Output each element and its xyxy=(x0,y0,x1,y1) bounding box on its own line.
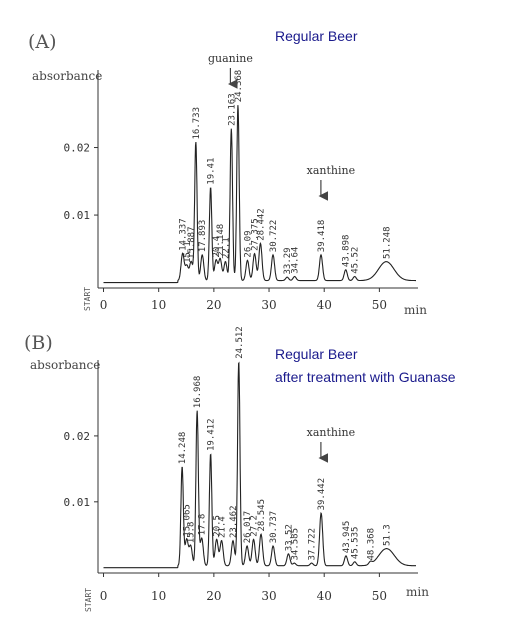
peak-label: 51.3 xyxy=(383,524,393,546)
annotation-label: xanthine xyxy=(307,426,355,439)
peak-label: 48.368 xyxy=(366,528,376,561)
start-label: START xyxy=(83,287,92,311)
x-tick-label: 40 xyxy=(317,589,332,603)
y-tick-label: 0.01 xyxy=(64,209,91,222)
x-tick-label: 0 xyxy=(100,298,108,312)
panel-label: (A) xyxy=(28,31,57,53)
start-label: START xyxy=(84,588,93,612)
peak-label: 24.368 xyxy=(234,70,244,103)
peak-label: 16.733 xyxy=(192,107,202,140)
peak-label: 23.163 xyxy=(227,93,237,126)
peak-label: 39.442 xyxy=(317,478,327,511)
y-tick-label: 0.01 xyxy=(64,496,91,509)
x-tick-label: 10 xyxy=(151,589,166,603)
peak-label: 39.418 xyxy=(317,220,327,253)
peak-label: 30.737 xyxy=(269,511,279,544)
chromatogram-panel-a: (A) Regular Beer absorbance min START 0.… xyxy=(28,28,427,317)
annotation-label: xanthine xyxy=(307,164,355,177)
chromatogram-trace xyxy=(103,105,416,284)
peak-label: 20.5 xyxy=(213,515,223,537)
peak-label: 27.2 xyxy=(250,515,260,537)
peak-label: 14.337 xyxy=(179,218,189,251)
peak-label: 45.535 xyxy=(351,527,361,560)
peak-label: 37.722 xyxy=(308,528,318,561)
peak-label: 19.41 xyxy=(207,158,217,185)
x-tick-label: 50 xyxy=(372,298,387,312)
x-axis-label: min xyxy=(404,303,427,317)
y-axis-label: absorbance xyxy=(30,358,100,372)
x-tick-label: 10 xyxy=(151,298,166,312)
peak-label: 33.29 xyxy=(283,247,293,274)
x-tick-label: 20 xyxy=(206,589,221,603)
peak-label: 16.968 xyxy=(193,376,203,409)
peak-label: 17.893 xyxy=(198,220,208,253)
peak-label: 15.8 xyxy=(187,522,197,544)
x-tick-label: 50 xyxy=(372,589,387,603)
peak-label: 51.248 xyxy=(382,226,392,259)
annotation-label: guanine xyxy=(208,52,253,65)
peak-label: 30.722 xyxy=(269,220,279,253)
peak-label: 23.462 xyxy=(229,505,239,538)
peak-label: 21.4 xyxy=(218,516,228,538)
x-tick-label: 20 xyxy=(206,298,221,312)
x-tick-label: 30 xyxy=(261,589,276,603)
peak-label: 26.09 xyxy=(244,231,254,258)
x-tick-label: 40 xyxy=(317,298,332,312)
y-axis-label: absorbance xyxy=(32,69,102,83)
peak-label: 20.4 xyxy=(212,236,222,258)
panel-label: (B) xyxy=(24,332,53,354)
peak-label: 21.148 xyxy=(216,224,226,257)
peak-label: 28.545 xyxy=(257,499,267,532)
chromatogram-panel-b: (B) Regular Beer after treatment with Gu… xyxy=(24,326,456,612)
peak-label: 45.52 xyxy=(351,247,361,274)
peak-label: 15.1 xyxy=(183,241,193,263)
chart-title: Regular Beer xyxy=(275,346,358,362)
peak-label: 43.945 xyxy=(342,521,352,554)
chart-subtitle: after treatment with Guanase xyxy=(275,369,456,385)
peak-label: 14.248 xyxy=(178,432,188,465)
peak-label: 15.887 xyxy=(187,226,197,259)
x-tick-label: 30 xyxy=(261,298,276,312)
peak-label: 26.017 xyxy=(243,511,253,544)
peak-label: 22.1 xyxy=(221,237,231,259)
x-tick-label: 0 xyxy=(100,589,108,603)
x-axis-label: min xyxy=(406,585,429,599)
peak-label: 24.512 xyxy=(235,326,245,359)
chromatogram-trace xyxy=(103,361,416,569)
peak-label: 27.375 xyxy=(251,218,261,251)
peak-label: 15.065 xyxy=(183,504,193,537)
peak-label: 43.898 xyxy=(342,235,352,268)
peak-label: 33.52 xyxy=(285,524,295,551)
peak-label: 19.412 xyxy=(207,418,217,451)
peak-label: 28.442 xyxy=(256,208,266,241)
peak-label: 17.8 xyxy=(198,514,208,536)
peak-label: 34.585 xyxy=(290,528,300,561)
y-tick-label: 0.02 xyxy=(64,142,91,155)
peak-label: 34.64 xyxy=(291,247,301,274)
y-tick-label: 0.02 xyxy=(64,430,91,443)
chart-title: Regular Beer xyxy=(275,28,358,44)
